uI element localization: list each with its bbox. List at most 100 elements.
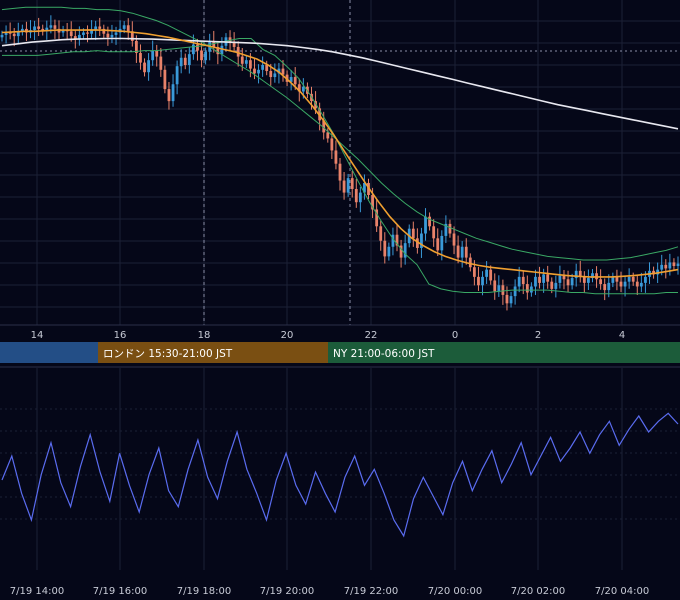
candle-body [358,192,362,203]
candle-body [49,25,53,28]
candle-body [623,281,627,287]
candle-body [627,276,631,282]
candle-body [90,30,93,34]
candle-body [464,246,468,258]
candle-body [363,182,366,193]
candle-body [196,44,199,51]
candle-body [521,276,525,285]
time-axis-bottom: 7/19 14:00 7/19 16:00 7/19 18:00 7/19 20:00… [10,586,649,597]
candle-body [468,257,472,268]
candle-body [432,226,436,239]
candle-body [20,28,24,32]
bottom-axis-tick: 7/19 14:00 [10,586,64,597]
candle-body [289,77,293,82]
candle-body [481,276,484,286]
candle-body [114,32,118,35]
candle-body [244,60,248,64]
candle-body [261,65,265,70]
candle-body [61,30,65,33]
price-panel[interactable] [0,0,680,325]
candle-body [517,276,521,287]
candle-body [603,284,607,291]
candle-body [151,50,155,61]
candle-body [33,26,36,31]
candle-body [265,65,269,72]
candle-body [391,234,395,247]
session-london [98,342,328,363]
candle-body [554,282,558,289]
candle-body [69,31,73,37]
rsi-panel[interactable] [0,366,680,570]
candle-body [436,238,440,251]
candle-body [534,276,537,287]
bollinger-upper [1,6,679,261]
candle-body [525,284,529,293]
candle-body [591,273,594,279]
ema-short-line [1,29,679,278]
candle-body [200,50,203,61]
candle-body [293,77,297,85]
candle-body [631,276,635,282]
candle-body [415,238,419,248]
top-axis-tick: 20 [281,330,294,341]
candle-body [444,223,448,236]
top-axis-tick: 2 [535,330,541,341]
candle-body [228,37,232,43]
top-axis-tick: 22 [365,330,378,341]
candle-body [578,270,582,277]
candle-body [574,270,578,279]
bottom-axis-tick: 7/20 00:00 [428,586,482,597]
candle-body [338,163,342,181]
candle-body [167,89,171,102]
candle-body [257,69,260,74]
candle-body [448,223,452,234]
candle-body [334,150,338,164]
candle-body [37,26,41,29]
candle-body [106,33,110,38]
candle-body [460,246,464,258]
candle-body [126,25,130,32]
candle-body [330,138,334,151]
candle-body [538,276,541,283]
candle-body [383,240,387,257]
candle-body [489,269,493,281]
candle-body [509,296,513,304]
candle-body [477,276,480,286]
candle-body [668,262,672,269]
candle-body [98,26,102,29]
candle-body [611,276,615,283]
candle-body [179,57,183,67]
candle-body [656,269,660,275]
top-axis-tick: 18 [198,330,211,341]
candle-body [566,279,570,286]
candle-body [664,264,668,269]
candle-body [493,280,497,292]
candle-body [615,276,619,282]
candle-body [607,282,611,291]
top-axis-tick: 0 [452,330,458,341]
candle-body [159,56,163,70]
rsi-line [1,412,679,538]
candle-body [53,25,57,29]
ema-long-line [1,37,679,130]
candle-body [147,60,151,73]
candle-body [635,281,639,287]
candle-body [204,51,208,61]
top-axis-tick: 4 [619,330,625,341]
candle-body [420,233,423,248]
candle-body [587,278,590,283]
candle-body [542,274,546,283]
time-axis-top: 14 16 18 20 22 0 2 4 [0,324,680,342]
candle-body [0,34,4,38]
candle-body [216,46,220,55]
candle-body [8,32,12,34]
candle-body [672,262,676,267]
candle-body [281,68,285,75]
candle-body [12,33,16,37]
candle-body [660,264,664,270]
candle-body [375,209,379,227]
candle-body [139,52,142,63]
candle-body [558,275,562,283]
candle-body [505,294,509,304]
